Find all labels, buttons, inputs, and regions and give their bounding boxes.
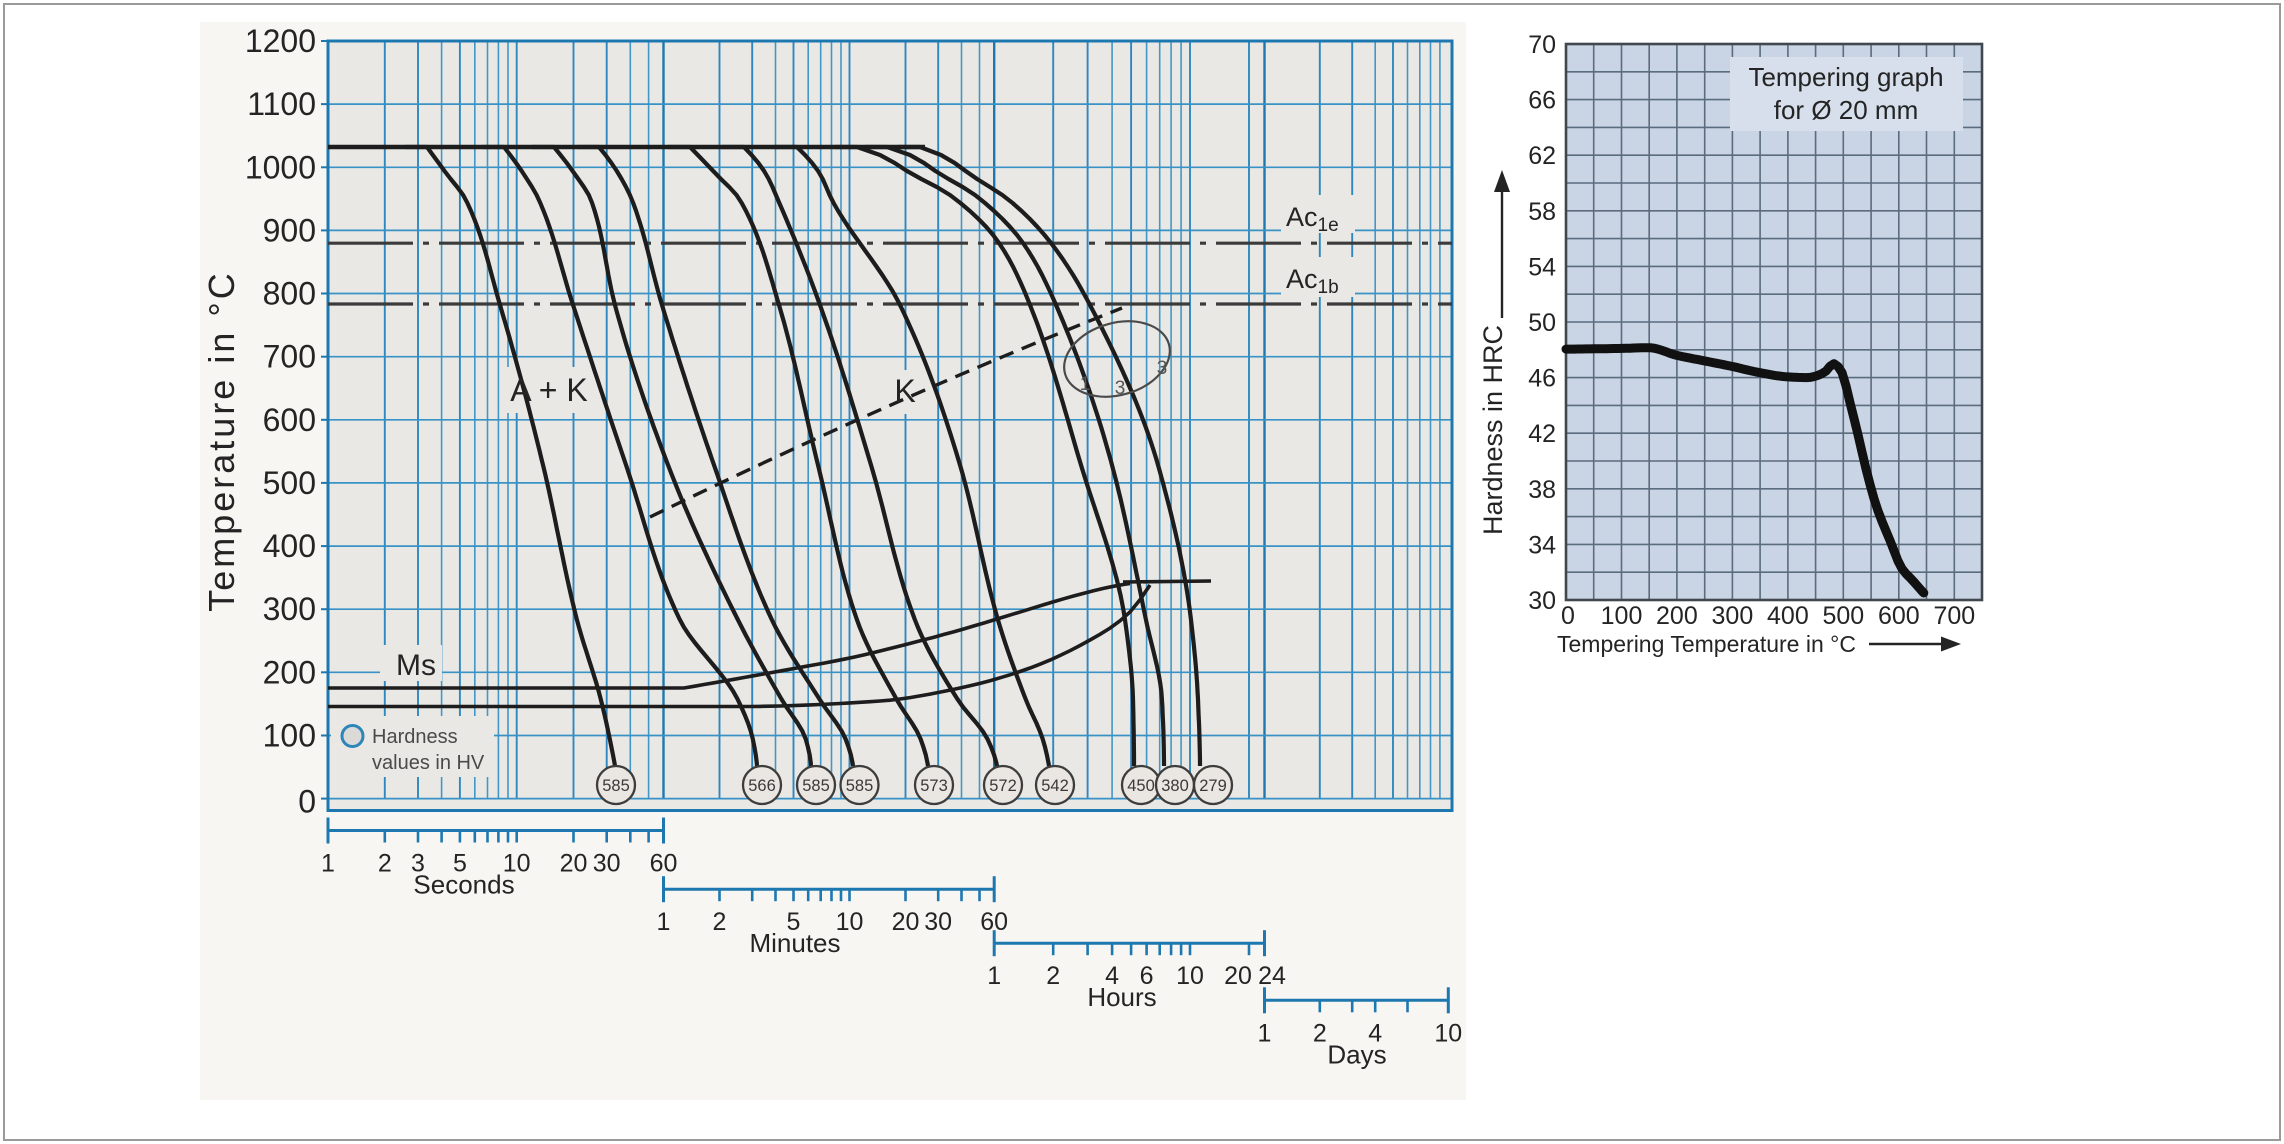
svg-text:5: 5 bbox=[787, 908, 801, 936]
svg-text:500: 500 bbox=[1822, 602, 1864, 630]
svg-text:3: 3 bbox=[1157, 358, 1168, 379]
svg-text:3: 3 bbox=[1115, 378, 1126, 399]
svg-text:30: 30 bbox=[924, 908, 952, 936]
svg-text:A + K: A + K bbox=[510, 372, 587, 408]
svg-text:values in HV: values in HV bbox=[372, 752, 485, 774]
svg-text:4: 4 bbox=[1368, 1019, 1382, 1047]
svg-text:2: 2 bbox=[1313, 1019, 1327, 1047]
svg-text:700: 700 bbox=[1933, 602, 1975, 630]
svg-text:5: 5 bbox=[453, 850, 467, 878]
svg-text:30: 30 bbox=[593, 850, 621, 878]
svg-text:1000: 1000 bbox=[245, 149, 316, 185]
svg-text:1: 1 bbox=[1080, 374, 1091, 395]
svg-text:566: 566 bbox=[748, 777, 776, 795]
svg-text:Seconds: Seconds bbox=[413, 870, 514, 900]
svg-text:Ac1e: Ac1e bbox=[1286, 202, 1339, 236]
svg-text:54: 54 bbox=[1528, 253, 1556, 281]
svg-text:6: 6 bbox=[1140, 962, 1154, 990]
svg-text:62: 62 bbox=[1528, 142, 1556, 170]
svg-text:24: 24 bbox=[1258, 962, 1286, 990]
svg-text:1: 1 bbox=[321, 850, 335, 878]
svg-text:500: 500 bbox=[263, 465, 316, 501]
svg-text:34: 34 bbox=[1528, 531, 1556, 559]
svg-text:Hours: Hours bbox=[1087, 982, 1156, 1012]
svg-text:4: 4 bbox=[1105, 962, 1119, 990]
svg-text:Hardness in HRC: Hardness in HRC bbox=[1478, 325, 1508, 535]
svg-text:100: 100 bbox=[1601, 602, 1643, 630]
svg-text:42: 42 bbox=[1528, 420, 1556, 448]
svg-text:Minutes: Minutes bbox=[749, 928, 840, 958]
svg-text:46: 46 bbox=[1528, 365, 1556, 393]
svg-text:450: 450 bbox=[1127, 777, 1155, 795]
svg-text:300: 300 bbox=[1712, 602, 1754, 630]
svg-text:585: 585 bbox=[802, 777, 830, 795]
svg-text:279: 279 bbox=[1199, 777, 1227, 795]
svg-text:600: 600 bbox=[263, 402, 316, 438]
svg-text:58: 58 bbox=[1528, 198, 1556, 226]
svg-text:10: 10 bbox=[1434, 1019, 1462, 1047]
svg-text:70: 70 bbox=[1528, 31, 1556, 59]
svg-text:572: 572 bbox=[989, 777, 1017, 795]
svg-text:2: 2 bbox=[1046, 962, 1060, 990]
svg-text:400: 400 bbox=[263, 528, 316, 564]
svg-text:200: 200 bbox=[1656, 602, 1698, 630]
svg-text:600: 600 bbox=[1878, 602, 1920, 630]
svg-text:20: 20 bbox=[560, 850, 588, 878]
svg-text:0: 0 bbox=[298, 784, 316, 820]
svg-text:1100: 1100 bbox=[247, 86, 316, 122]
svg-text:10: 10 bbox=[836, 908, 864, 936]
svg-text:3: 3 bbox=[411, 850, 425, 878]
svg-text:Temperature in °C: Temperature in °C bbox=[201, 270, 242, 612]
svg-text:2: 2 bbox=[713, 908, 727, 936]
svg-text:Ms: Ms bbox=[396, 649, 436, 682]
svg-text:200: 200 bbox=[263, 654, 316, 690]
svg-text:50: 50 bbox=[1528, 309, 1556, 337]
svg-text:1: 1 bbox=[657, 908, 671, 936]
svg-text:1200: 1200 bbox=[245, 23, 316, 59]
svg-text:585: 585 bbox=[846, 777, 874, 795]
svg-text:30: 30 bbox=[1528, 587, 1556, 615]
svg-text:900: 900 bbox=[263, 212, 316, 248]
svg-text:20: 20 bbox=[1224, 962, 1252, 990]
svg-text:1: 1 bbox=[987, 962, 1001, 990]
svg-text:K: K bbox=[894, 373, 915, 409]
svg-text:Days: Days bbox=[1327, 1039, 1386, 1069]
svg-text:Tempering graph: Tempering graph bbox=[1748, 62, 1943, 92]
svg-text:542: 542 bbox=[1041, 777, 1069, 795]
svg-text:400: 400 bbox=[1767, 602, 1809, 630]
svg-text:Hardness: Hardness bbox=[372, 726, 458, 748]
svg-text:10: 10 bbox=[1176, 962, 1204, 990]
svg-text:66: 66 bbox=[1528, 87, 1556, 115]
svg-text:585: 585 bbox=[602, 777, 630, 795]
svg-text:700: 700 bbox=[263, 339, 316, 375]
svg-text:1: 1 bbox=[1258, 1019, 1272, 1047]
svg-text:573: 573 bbox=[920, 777, 948, 795]
svg-text:38: 38 bbox=[1528, 476, 1556, 504]
svg-text:0: 0 bbox=[1561, 602, 1575, 630]
svg-text:2: 2 bbox=[378, 850, 392, 878]
svg-text:800: 800 bbox=[263, 276, 316, 312]
svg-text:Ac1b: Ac1b bbox=[1286, 264, 1339, 298]
svg-text:Tempering Temperature in °C: Tempering Temperature in °C bbox=[1557, 631, 1856, 657]
svg-text:300: 300 bbox=[263, 591, 316, 627]
svg-text:20: 20 bbox=[892, 908, 920, 936]
svg-text:10: 10 bbox=[503, 850, 531, 878]
svg-text:100: 100 bbox=[263, 718, 316, 754]
svg-text:60: 60 bbox=[650, 850, 678, 878]
svg-text:380: 380 bbox=[1161, 777, 1189, 795]
svg-text:for Ø 20 mm: for Ø 20 mm bbox=[1774, 95, 1918, 125]
